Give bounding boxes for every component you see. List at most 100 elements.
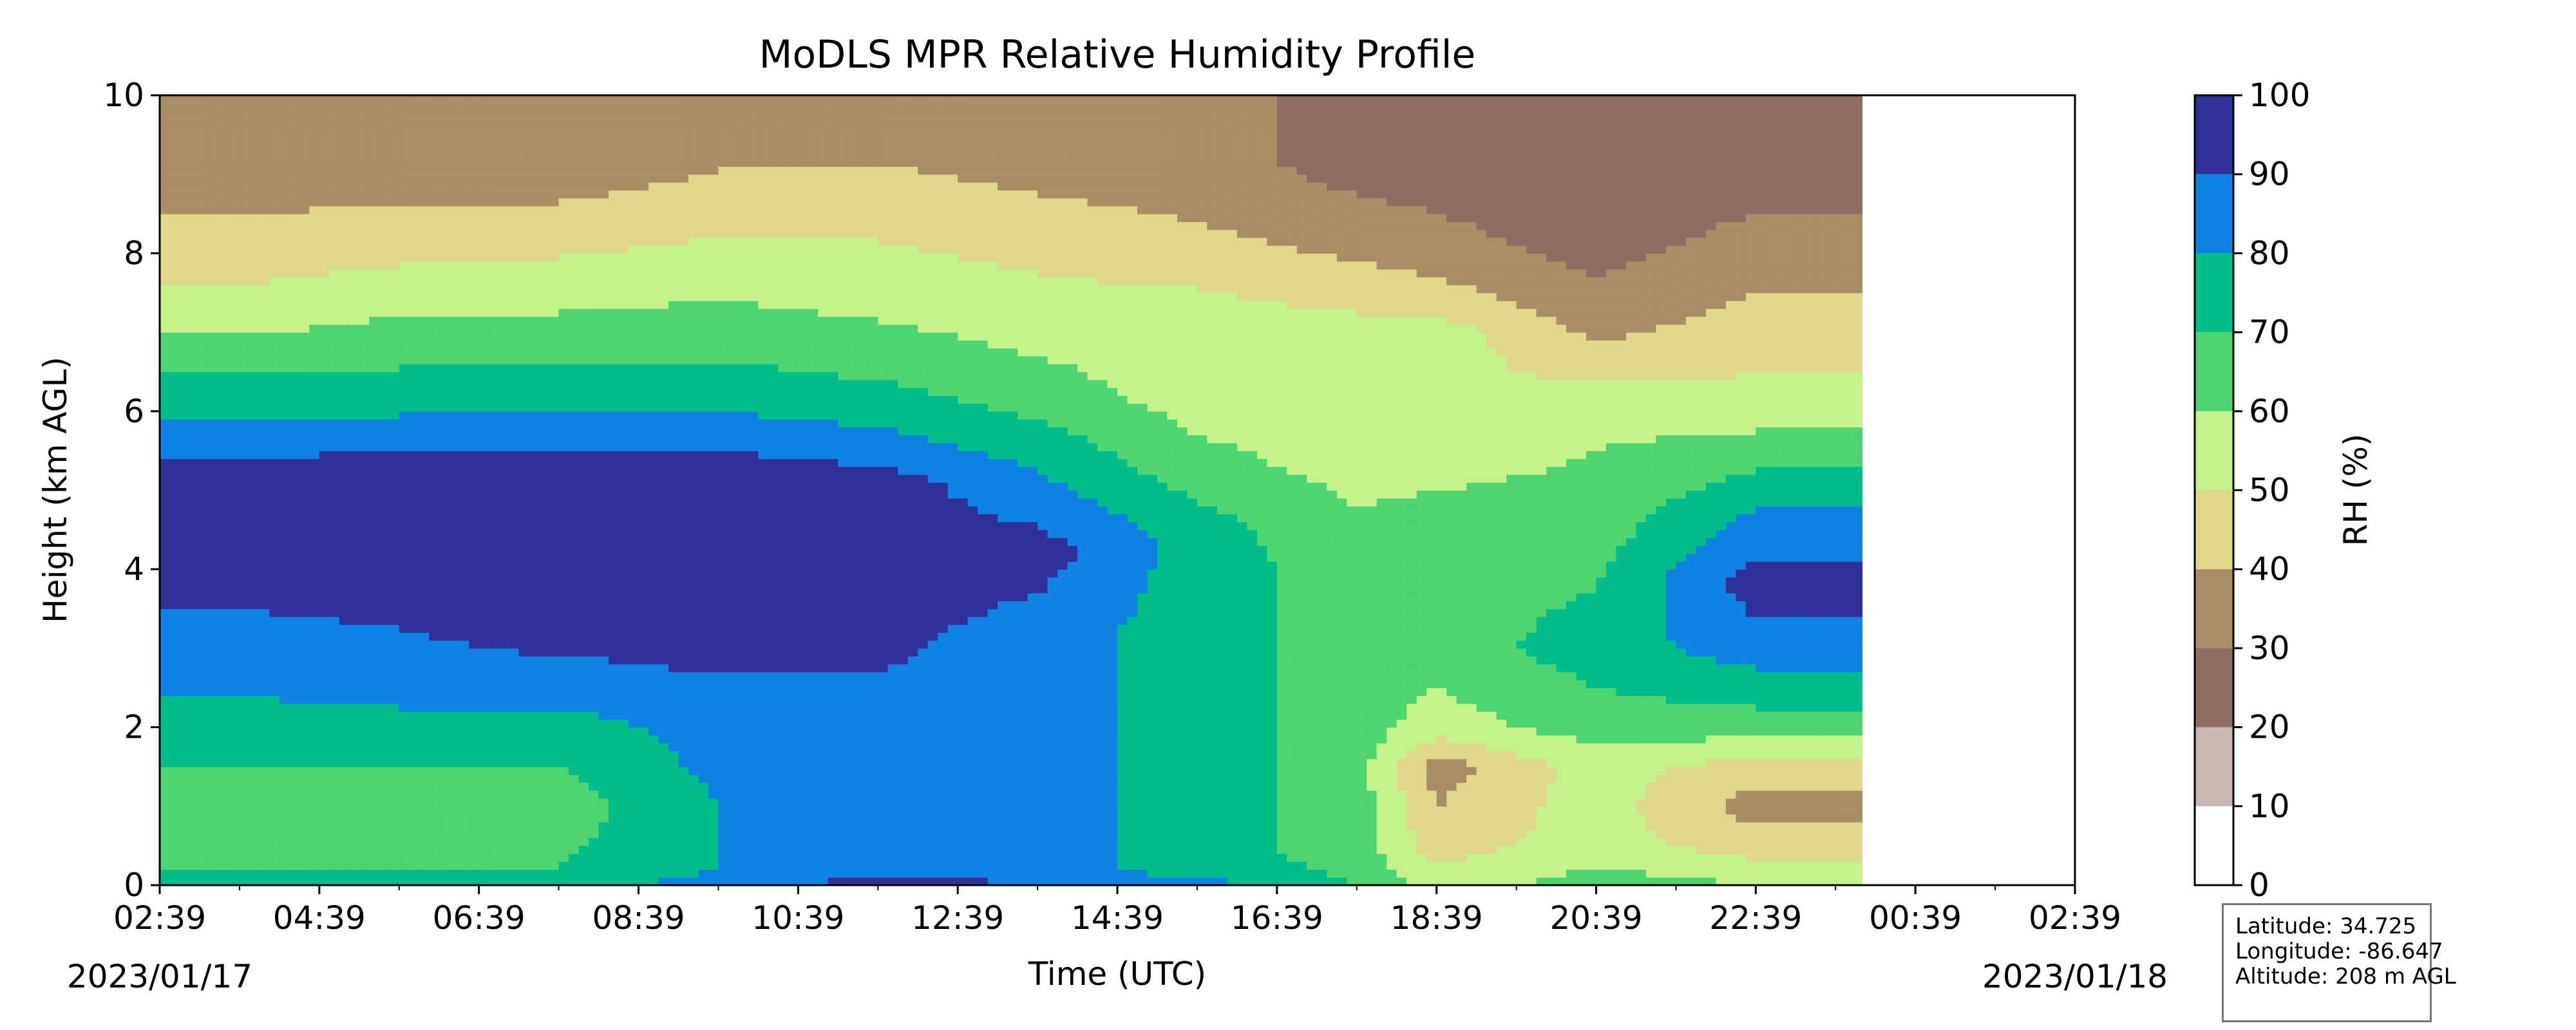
rh-cell (409, 869, 420, 878)
rh-cell (589, 253, 600, 262)
rh-cell (229, 538, 240, 546)
rh-cell (429, 861, 440, 870)
rh-cell (180, 411, 191, 420)
rh-cell (239, 774, 250, 783)
rh-cell (609, 403, 620, 412)
rh-cell (489, 332, 500, 341)
rh-cell (319, 553, 330, 562)
rh-cell (439, 869, 450, 878)
rh-cell (369, 648, 380, 657)
rh-cell (209, 142, 220, 151)
rh-cell (638, 727, 649, 736)
rh-cell (359, 371, 370, 380)
rh-cell (160, 237, 171, 246)
rh-cell (649, 277, 659, 286)
rh-cell (319, 671, 330, 680)
rh-cell (269, 118, 280, 127)
rh-cell (379, 427, 390, 436)
rh-cell (578, 538, 589, 546)
rh-cell (249, 869, 260, 878)
rh-cell (439, 664, 450, 673)
rh-cell (429, 205, 440, 214)
rh-cell (309, 830, 320, 838)
rh-cell (369, 656, 380, 665)
rh-cell (549, 506, 560, 514)
rh-cell (389, 474, 400, 483)
rh-cell (509, 166, 520, 175)
rh-cell (180, 506, 191, 514)
rh-cell (549, 324, 560, 333)
rh-cell (369, 474, 380, 483)
rh-cell (478, 593, 489, 601)
rh-cell (219, 388, 230, 396)
rh-cell (618, 466, 629, 475)
rh-cell (329, 411, 340, 420)
rh-cell (518, 427, 529, 436)
rh-cell (498, 593, 509, 601)
rh-cell (549, 277, 560, 286)
rh-cell (180, 442, 191, 451)
rh-cell (589, 751, 600, 760)
rh-cell (459, 403, 469, 412)
rh-cell (518, 395, 529, 404)
rh-cell (329, 348, 340, 357)
rh-cell (578, 245, 589, 254)
rh-cell (200, 285, 211, 294)
rh-cell (618, 561, 629, 570)
rh-cell (609, 277, 620, 286)
rh-cell (569, 395, 580, 404)
rh-cell (449, 695, 460, 704)
rh-cell (538, 767, 549, 775)
rh-cell (239, 688, 250, 697)
rh-cell (359, 474, 370, 483)
rh-cell (289, 680, 300, 688)
rh-cell (219, 316, 230, 325)
rh-cell (469, 688, 480, 697)
rh-cell (279, 419, 290, 427)
rh-cell (180, 711, 191, 720)
rh-cell (509, 529, 520, 538)
rh-cell (509, 127, 520, 135)
rh-cell (239, 127, 250, 135)
rh-cell (509, 198, 520, 207)
rh-cell (549, 774, 560, 783)
rh-cell (498, 427, 509, 436)
rh-cell (429, 758, 440, 767)
rh-cell (638, 830, 649, 838)
rh-cell (409, 774, 420, 783)
rh-cell (299, 798, 310, 807)
rh-cell (359, 514, 370, 523)
rh-cell (189, 253, 200, 262)
rh-cell (478, 703, 489, 712)
rh-cell (200, 340, 211, 349)
rh-cell (509, 814, 520, 823)
rh-cell (269, 150, 280, 159)
rh-cell (649, 688, 659, 697)
rh-cell (379, 214, 390, 222)
rh-cell (229, 790, 240, 799)
rh-cell (369, 411, 380, 420)
rh-cell (419, 521, 430, 530)
rh-cell (518, 111, 529, 120)
rh-cell (449, 632, 460, 641)
rh-cell (558, 514, 569, 523)
rh-cell (549, 458, 560, 467)
rh-cell (299, 150, 310, 159)
rh-cell (469, 506, 480, 514)
rh-cell (399, 403, 410, 412)
rh-cell (279, 490, 290, 499)
rh-cell (489, 688, 500, 697)
rh-cell (538, 174, 549, 183)
rh-cell (169, 355, 180, 364)
rh-cell (638, 308, 649, 317)
rh-cell (229, 292, 240, 301)
rh-cell (429, 316, 440, 325)
rh-cell (189, 435, 200, 444)
rh-cell (629, 553, 639, 562)
rh-cell (409, 735, 420, 744)
rh-cell (538, 830, 549, 838)
rh-cell (549, 830, 560, 838)
rh-cell (459, 253, 469, 262)
rh-cell (589, 774, 600, 783)
rh-cell (200, 743, 211, 751)
